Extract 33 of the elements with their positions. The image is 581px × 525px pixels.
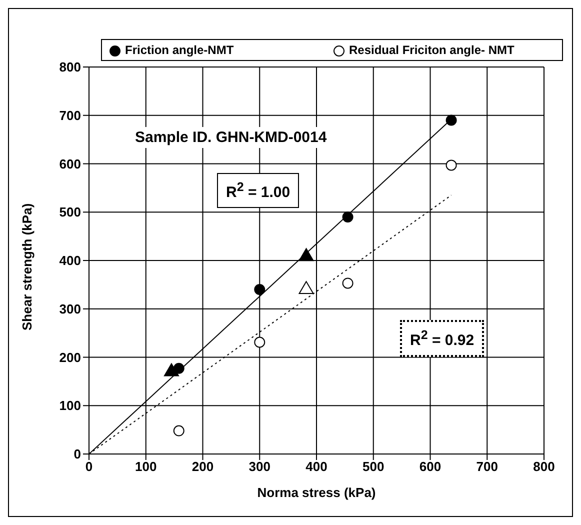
point bbox=[173, 425, 184, 436]
x-tick-label: 600 bbox=[419, 459, 442, 474]
x-tick-label: 500 bbox=[362, 459, 384, 474]
point bbox=[298, 281, 314, 294]
x-tick-label: 800 bbox=[533, 459, 555, 474]
y-tick-label: 100 bbox=[59, 398, 81, 414]
legend-label: Friction angle-NMT bbox=[125, 43, 234, 57]
annotation: Sample ID. GHN-KMD-0014 bbox=[129, 127, 333, 148]
x-tick-label: 0 bbox=[85, 459, 93, 474]
x-tick-label: 200 bbox=[192, 459, 214, 474]
y-tick-label: 200 bbox=[59, 350, 81, 365]
y-tick-label: 300 bbox=[59, 301, 81, 316]
point bbox=[254, 336, 266, 348]
point bbox=[446, 160, 457, 171]
point bbox=[254, 284, 266, 296]
y-tick-label: 700 bbox=[59, 108, 81, 123]
x-tick-label: 100 bbox=[135, 459, 157, 474]
x-tick-label: 400 bbox=[306, 459, 328, 474]
annotation: R$^{2}$ = 1.00 bbox=[217, 173, 300, 208]
y-tick-label: 800 bbox=[59, 60, 81, 75]
x-tick-label: 700 bbox=[476, 459, 498, 474]
point bbox=[342, 278, 354, 289]
x-tick-label: 300 bbox=[248, 459, 270, 474]
y-tick-label: 400 bbox=[59, 253, 81, 268]
y-tick-label: 500 bbox=[59, 204, 81, 220]
annotation: R$^{2}$ = 0.92 bbox=[400, 320, 484, 357]
y-axis-title: Shear strength (kPa) bbox=[20, 203, 35, 330]
y-tick-label: 0 bbox=[74, 446, 81, 462]
legend-label: Residual Friciton angle- NMT bbox=[349, 43, 514, 57]
point bbox=[446, 114, 457, 126]
point bbox=[164, 363, 179, 376]
y-tick-label: 600 bbox=[59, 156, 81, 172]
x-axis-title: Norma stress (kPa) bbox=[257, 485, 376, 500]
